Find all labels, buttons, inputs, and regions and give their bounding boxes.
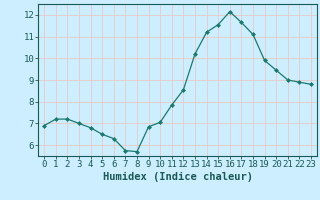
X-axis label: Humidex (Indice chaleur): Humidex (Indice chaleur) (103, 172, 252, 182)
